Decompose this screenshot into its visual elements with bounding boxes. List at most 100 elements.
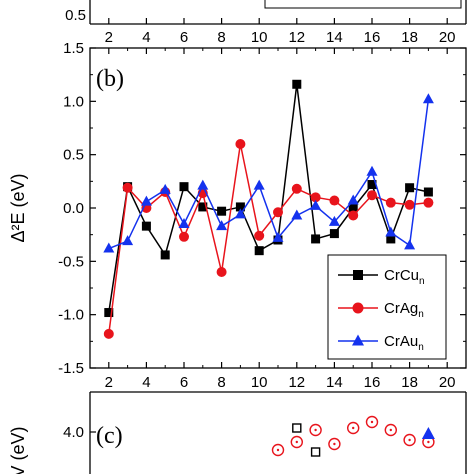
x-tick-label: 14 — [326, 374, 343, 391]
x-tick-label: 2 — [105, 374, 113, 391]
data-point-crau — [422, 93, 434, 104]
data-point-crag — [385, 197, 396, 208]
panel-c-point-crag — [384, 423, 397, 437]
panel-c-point-crag-outer — [290, 435, 303, 449]
x-tick-label: 12 — [288, 374, 305, 391]
panel-c-point-crag-dot — [276, 448, 280, 452]
legend-entries: CrCun CrAgn CrAun — [338, 267, 425, 353]
data-point-crag — [103, 328, 114, 339]
data-point-crcu — [254, 246, 264, 256]
x-tick-labels: 2 2 4 4 6 6 8 8 10 10 12 12 14 14 16 16 18 18 20 20 — [105, 29, 456, 391]
data-point-crag — [273, 207, 283, 218]
x-tick-label-top: 10 — [251, 29, 268, 46]
y-tick-label: 1.0 — [63, 93, 84, 110]
data-point-crag — [254, 230, 265, 241]
data-point-crau — [385, 226, 397, 237]
panel-c-point-crcu — [310, 447, 321, 457]
x-tick-label-top: 2 — [105, 29, 113, 46]
data-point-crag — [179, 231, 189, 242]
panel-c-y-axis-label: V (eV) — [8, 426, 28, 474]
top-panel-x-ticks — [108, 18, 448, 24]
y-axis-label: Δ²E (eV) — [8, 173, 28, 242]
data-point-crcu — [198, 202, 208, 212]
data-point-crcu — [104, 308, 114, 318]
panel-c-point-crau — [421, 427, 435, 439]
data-point-crau — [366, 165, 378, 176]
data-point-crau — [253, 179, 265, 190]
x-tick-label: 20 — [439, 374, 456, 391]
x-tick-label: 10 — [251, 374, 268, 391]
top-panel-y-tick: 0.5 — [65, 7, 86, 24]
data-point-crcu — [423, 187, 433, 197]
legend-label-subscript: n — [419, 276, 425, 287]
axis-ticks — [89, 47, 467, 369]
x-tick-label: 8 — [217, 374, 225, 391]
data-point-crau — [272, 231, 284, 242]
y-tick-label: 1.5 — [63, 40, 84, 57]
y-tick-labels: -1.5 -1.0 -0.5 0.0 0.5 1.0 1.5 — [58, 40, 84, 377]
data-point-crcu — [386, 234, 396, 244]
panel-c-point-crag-outer — [271, 443, 285, 457]
data-point-crag — [216, 267, 227, 277]
data-point-crau — [159, 183, 171, 194]
data-point-crcu — [311, 234, 321, 244]
top-panel-legend-box — [264, 0, 462, 9]
panel-c-point-crag-outer — [309, 423, 322, 437]
panel-c-point-crag-dot — [408, 438, 411, 442]
data-point-crau — [216, 220, 228, 231]
x-tick-label: 16 — [364, 374, 381, 391]
panel-c-point-crag-outer — [365, 415, 379, 429]
data-point-crag — [423, 197, 434, 208]
legend-label-subscript: n — [418, 342, 424, 353]
panel-c-point-crcu — [292, 423, 302, 433]
x-tick-label-top: 6 — [180, 29, 188, 46]
x-tick-label-top: 14 — [326, 29, 343, 46]
panel-c-point-crag-outer — [328, 437, 341, 451]
data-point-crag — [122, 182, 133, 193]
panel-c-y-tick: 4.0 — [63, 424, 84, 441]
legend-entry-crau: CrAun — [338, 333, 424, 353]
panel-c-point-crag — [290, 435, 303, 449]
data-point-crag — [291, 183, 302, 194]
legend-label-crau: CrAun — [384, 333, 424, 353]
panel-c-point-crag — [271, 443, 285, 457]
panel-c-point-crag-dot — [389, 428, 392, 432]
data-point-crcu — [348, 203, 358, 213]
legend-marker-crau — [352, 334, 364, 346]
data-point-crau — [404, 239, 416, 250]
panel-c-point-crag-dot — [352, 426, 355, 430]
panel-c-point-crag-outer — [403, 433, 416, 447]
data-point-crag — [404, 199, 415, 210]
data-point-crcu — [217, 206, 227, 216]
series-group — [103, 79, 434, 339]
panel-c-point-crag-dot — [370, 420, 374, 424]
panel-c-point-crag-dot — [333, 442, 336, 446]
y-tick-label: 0.0 — [63, 200, 84, 217]
panel-c-point-crag — [365, 415, 379, 429]
legend-label-subscript: n — [418, 309, 424, 320]
data-point-crau — [328, 215, 340, 226]
data-point-crcu — [329, 229, 339, 239]
data-point-crag — [310, 192, 321, 203]
data-point-crcu — [405, 183, 415, 193]
y-tick-label: -1.5 — [58, 360, 84, 377]
x-tick-label-top: 8 — [217, 29, 225, 46]
x-tick-label-top: 16 — [364, 29, 381, 46]
data-point-crcu — [160, 250, 170, 260]
series-crau — [103, 93, 434, 253]
panel-c-point-crag-dot — [314, 428, 317, 432]
panel-c-point-crag-outer — [384, 423, 397, 437]
data-point-crcu — [141, 221, 151, 231]
data-point-crag — [348, 210, 359, 221]
legend-label-crag: CrAgn — [384, 300, 424, 320]
data-point-crau — [234, 208, 246, 219]
data-point-crcu — [235, 202, 245, 212]
panel-c-point-crag-dot — [295, 440, 298, 444]
panel-label-c: (c) — [96, 423, 123, 449]
data-point-crcu — [367, 180, 377, 190]
data-point-crau — [347, 194, 359, 205]
series-line-crau — [108, 99, 430, 250]
data-point-crau — [178, 218, 190, 228]
